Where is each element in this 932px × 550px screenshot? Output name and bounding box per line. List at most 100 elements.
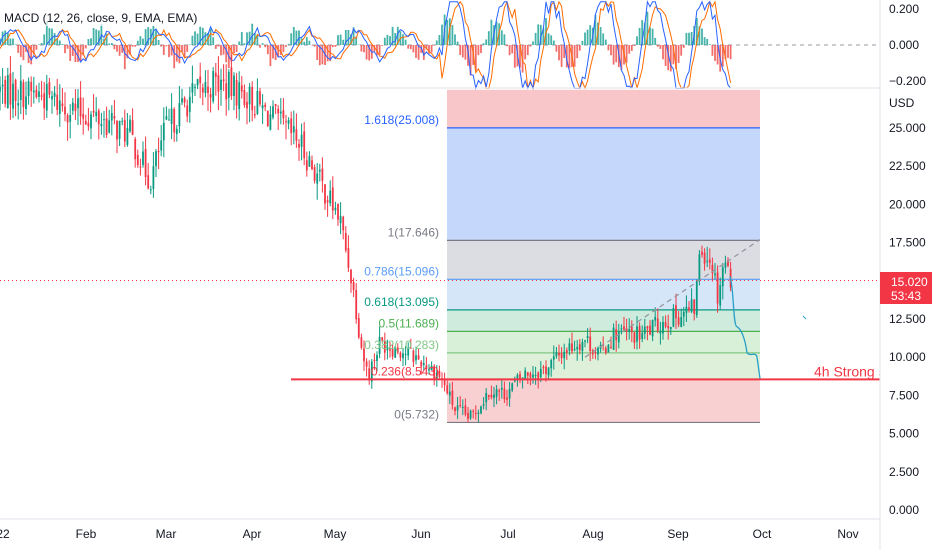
macd-histogram-bar [511,45,514,54]
candle-body [269,114,272,130]
macd-histogram-bar [53,33,56,45]
candle-body [498,390,501,392]
macd-histogram-bar [272,45,274,59]
candle-body [344,232,347,251]
candle-body [264,104,267,108]
candle-body [321,168,324,181]
macd-histogram-bar [35,45,38,50]
candle-body [25,96,27,110]
macd-histogram-bar [485,39,488,45]
candle-body [682,311,685,317]
macd-histogram-bar [422,45,425,60]
macd-histogram-bar [669,45,672,72]
candle-body [113,116,116,119]
candle-body [32,90,35,93]
macd-histogram-bar [118,45,121,56]
candle-body [139,166,142,168]
macd-histogram-bar [77,45,79,62]
macd-histogram-bar [716,45,719,65]
candle-body [0,86,1,92]
macd-histogram-bar [706,38,709,45]
macd-histogram-bar [162,45,165,55]
macd-histogram-bar [292,26,295,45]
macd-histogram-bar [555,45,558,52]
candle-body [92,110,95,113]
candle-body [173,109,176,133]
macd-histogram-bar [92,28,95,45]
macd-histogram-bar [313,45,316,47]
macd-histogram-bar [602,33,605,45]
candle-body [230,67,233,97]
candle-body [404,353,407,355]
currency-label[interactable]: USD [889,96,915,110]
macd-histogram-bar [43,34,46,45]
candle-body [672,308,675,327]
price-panel[interactable]: 4h Strong support 1.618(25.008)1(17.646)… [0,55,925,424]
candle-body [628,329,631,332]
candle-body [399,352,402,358]
candle-body [240,85,243,92]
candle-body [477,412,480,414]
macd-histogram-bar [129,45,131,55]
candle-body [446,385,449,394]
candle-body [646,326,649,329]
candle-body [126,128,129,145]
macd-histogram-bar [334,45,337,47]
time-tick-label: Oct [753,527,772,541]
macd-histogram-bar [495,21,498,45]
macd-histogram-bar [703,37,706,45]
macd-histogram-bar [152,25,155,45]
macd-histogram-bar [729,45,732,60]
candle-body [695,280,698,316]
candle-body [337,203,339,220]
candle-body [438,370,441,377]
macd-panel[interactable]: MACD (12, 26, close, 9, EMA, EMA) [0,0,880,91]
price-tick-label: 7.500 [889,388,919,402]
candle-body [708,259,711,263]
macd-histogram-bar [628,45,631,54]
candle-body [659,330,662,334]
candle-body [370,361,373,382]
candle-body [425,365,428,369]
candle-body [365,361,368,367]
candle-body [693,299,696,314]
macd-histogram-bar [474,45,477,71]
candle-body [6,75,9,109]
macd-histogram-bar [40,42,43,45]
candle-body [35,89,38,98]
macd-histogram-bar [672,45,675,65]
macd-histogram-bar [552,40,555,45]
macd-price-axis[interactable]: 0.200 0.000 −0.200 [889,2,926,88]
macd-histogram-bar [235,45,238,52]
candle-body [727,260,729,266]
macd-indicator-title[interactable]: MACD (12, 26, close, 9, EMA, EMA) [4,11,197,25]
macd-histogram-bar [415,45,417,58]
fib-level-label: 0.236(8.543) [371,364,439,378]
candle-body [256,91,259,114]
candle-body [420,361,423,367]
macd-histogram-bar [727,45,729,58]
candle-body [474,412,477,414]
candle-body [690,299,693,312]
macd-histogram-bar [688,32,690,45]
fib-level-label: 0.618(13.095) [364,295,439,309]
macd-histogram-bar [615,45,618,63]
macd-histogram-bar [337,35,339,45]
macd-histogram-bar [342,39,345,45]
macd-histogram-bar [373,45,376,52]
candle-body [636,326,638,342]
macd-histogram-bar [435,40,438,45]
macd-histogram-bar [407,45,410,49]
macd-histogram-bar [610,45,612,56]
time-axis[interactable]: 22 Feb Mar Apr May Jun Jul Aug Sep Oct Nov [0,527,859,541]
macd-histogram-bar [256,34,259,45]
macd-histogram-bar [532,41,534,45]
candle-body [669,326,672,330]
candle-body [402,353,404,359]
candle-body [272,106,274,118]
macd-histogram-bar [641,20,644,45]
candle-body [87,122,90,127]
candle-body [703,252,706,264]
candle-body [196,79,199,86]
